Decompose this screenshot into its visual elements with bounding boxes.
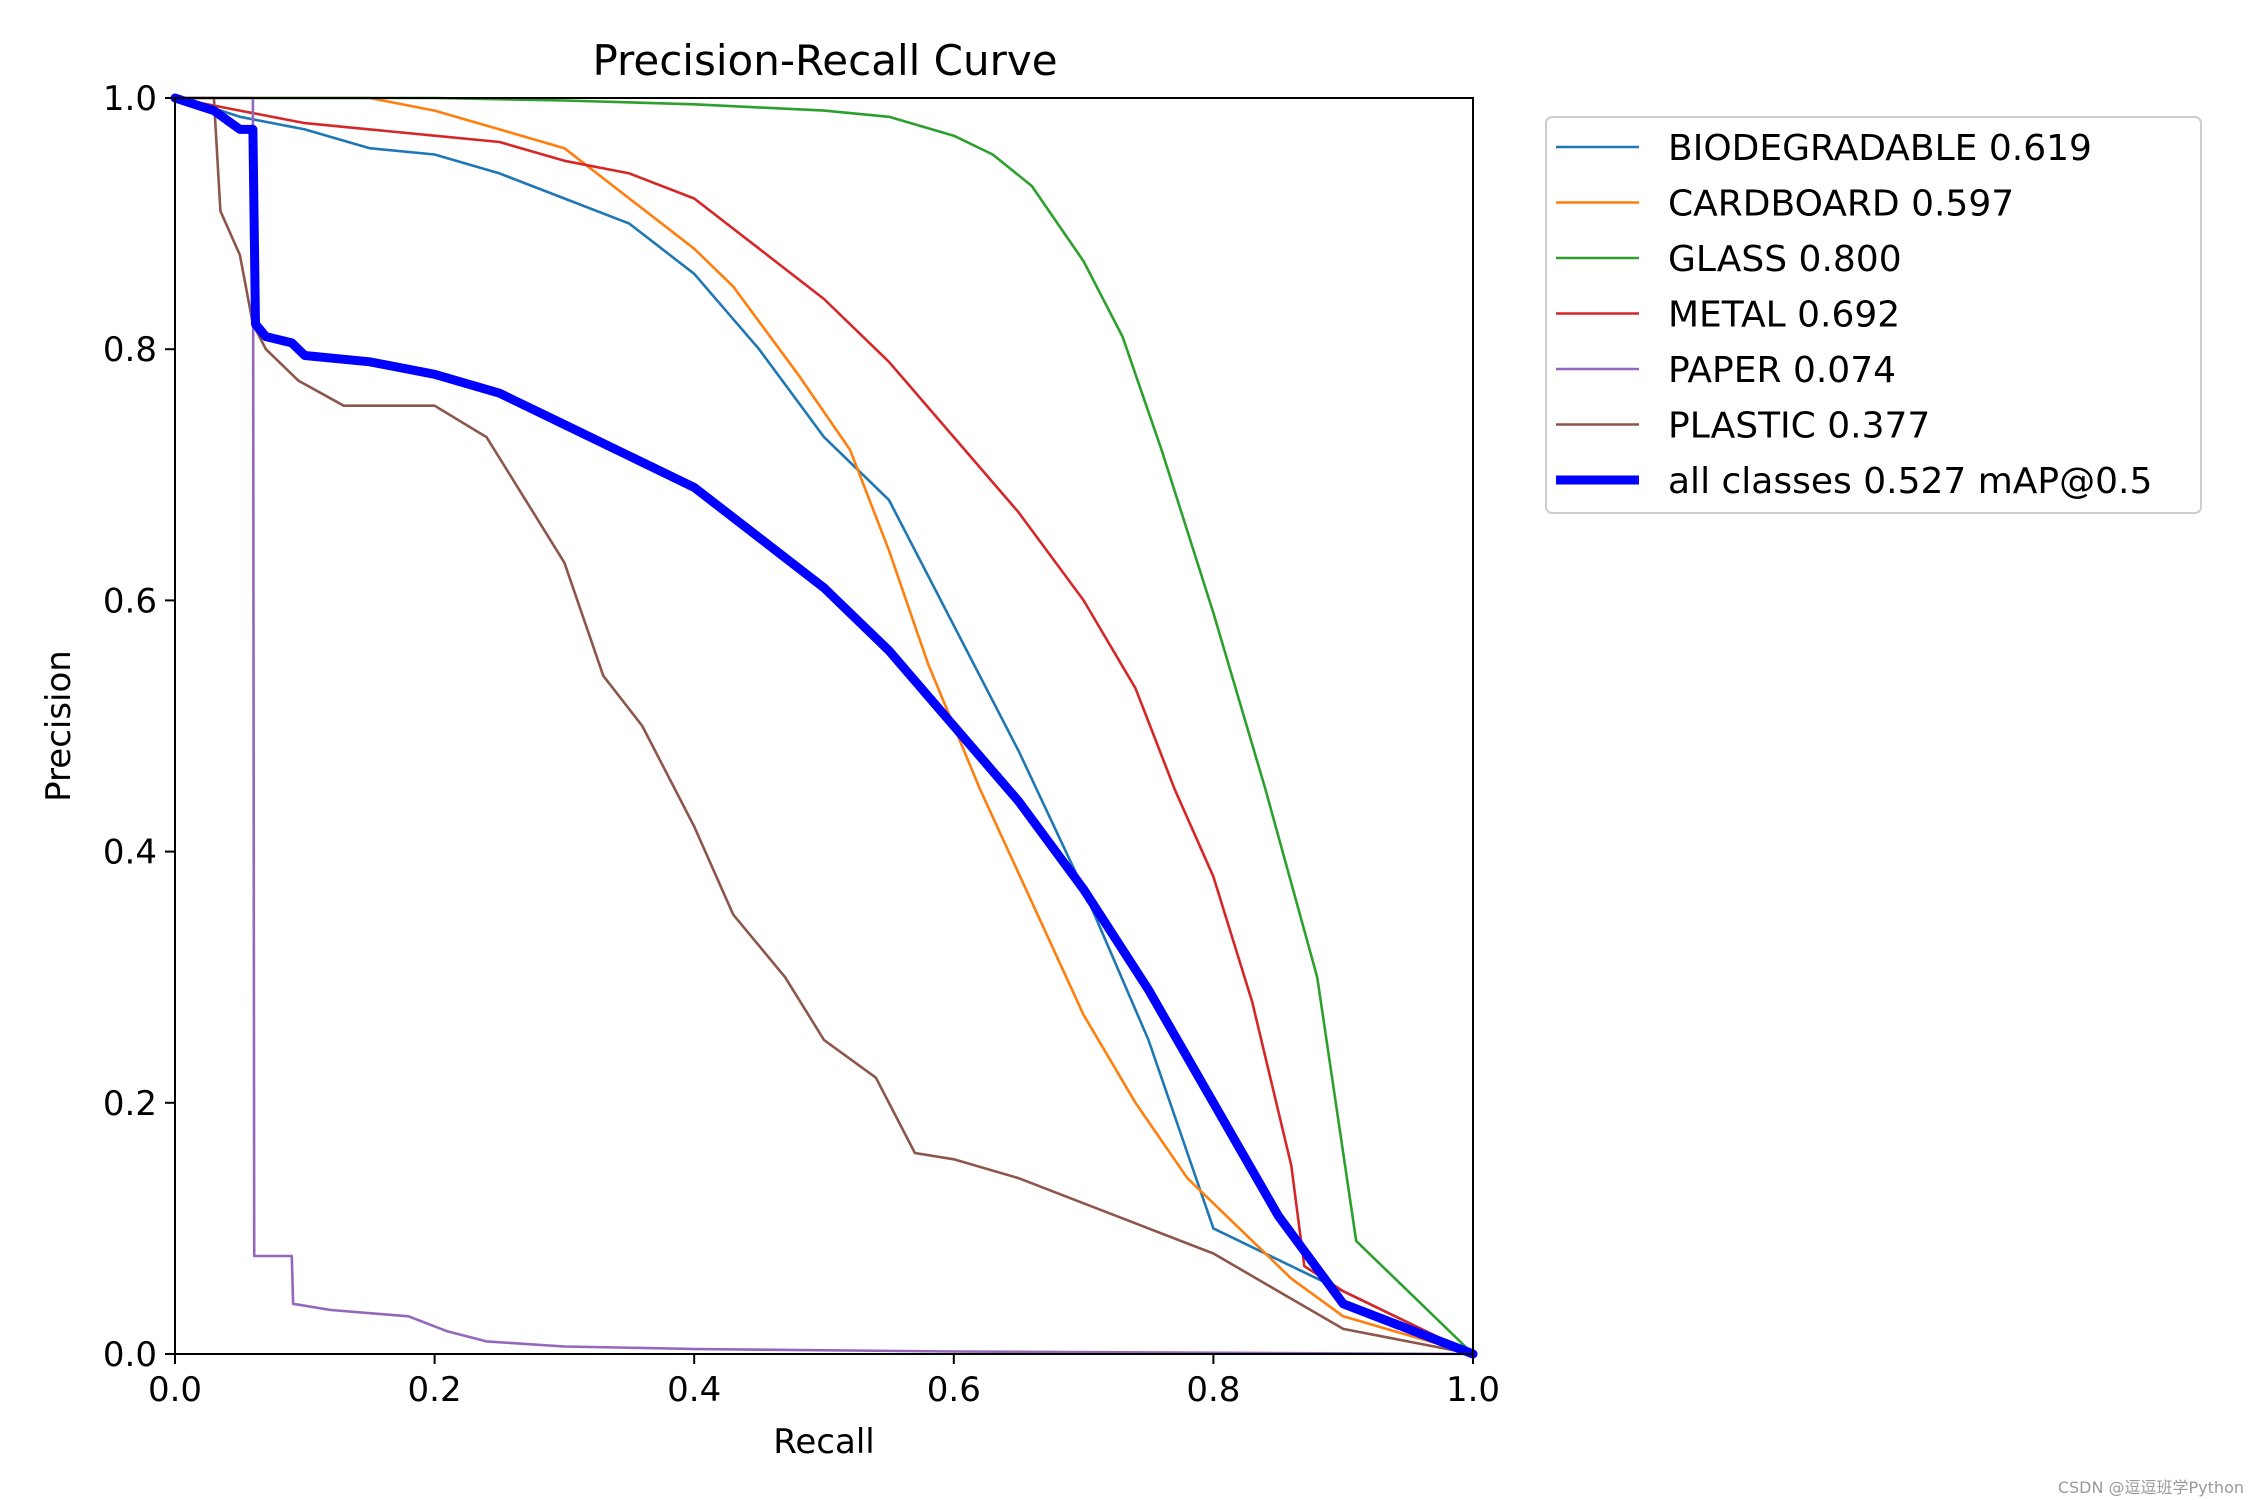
x-tick-label: 1.0 [1446, 1370, 1500, 1410]
series-line-6 [170, 93, 1478, 1359]
legend-box [1545, 116, 2202, 514]
series-line-5 [173, 96, 1475, 1356]
y-tick-label: 0.4 [103, 833, 157, 873]
x-tick-label: 0.0 [148, 1370, 202, 1410]
legend-label: BIODEGRADABLE 0.619 [1668, 128, 2092, 169]
x-tick-label: 0.2 [408, 1370, 462, 1410]
plot-frame [174, 97, 1474, 1355]
legend-label: PLASTIC 0.377 [1668, 406, 1930, 447]
legend-label: METAL 0.692 [1668, 295, 1900, 336]
watermark-text: CSDN @逗逗班学Python [2058, 1478, 2244, 1497]
y-axis-label: Precision [39, 650, 79, 802]
y-tick-label: 0.8 [103, 330, 157, 370]
legend: BIODEGRADABLE 0.619 CARDBOARD 0.597 GLASS … [1545, 116, 2202, 514]
legend-label: PAPER 0.074 [1668, 350, 1896, 391]
series-line-3 [173, 96, 1475, 1356]
legend-items: BIODEGRADABLE 0.619 CARDBOARD 0.597 GLASS … [1556, 128, 2152, 502]
x-axis-label: Recall [773, 1422, 874, 1462]
series-line-1 [173, 96, 1475, 1356]
y-axis: 0.0 0.2 0.4 0.6 0.8 1.0 [103, 79, 175, 1375]
x-tick-label: 0.4 [667, 1370, 721, 1410]
series-line-2 [173, 96, 1475, 1356]
chart-title: Precision-Recall Curve [592, 36, 1057, 85]
y-tick-label: 1.0 [103, 79, 157, 119]
legend-label: GLASS 0.800 [1668, 239, 1902, 280]
series-line-0 [173, 96, 1475, 1356]
x-tick-label: 0.8 [1186, 1370, 1240, 1410]
x-tick-label: 0.6 [927, 1370, 981, 1410]
x-axis: 0.0 0.2 0.4 0.6 0.8 1.0 [148, 1354, 1500, 1410]
legend-label: CARDBOARD 0.597 [1668, 184, 2014, 225]
series-line-4 [173, 96, 1475, 1356]
legend-label: all classes 0.527 mAP@0.5 [1668, 461, 2152, 502]
series-layer [170, 93, 1478, 1359]
y-tick-label: 0.2 [103, 1084, 157, 1124]
y-tick-label: 0.6 [103, 581, 157, 621]
y-tick-label: 0.0 [103, 1335, 157, 1375]
